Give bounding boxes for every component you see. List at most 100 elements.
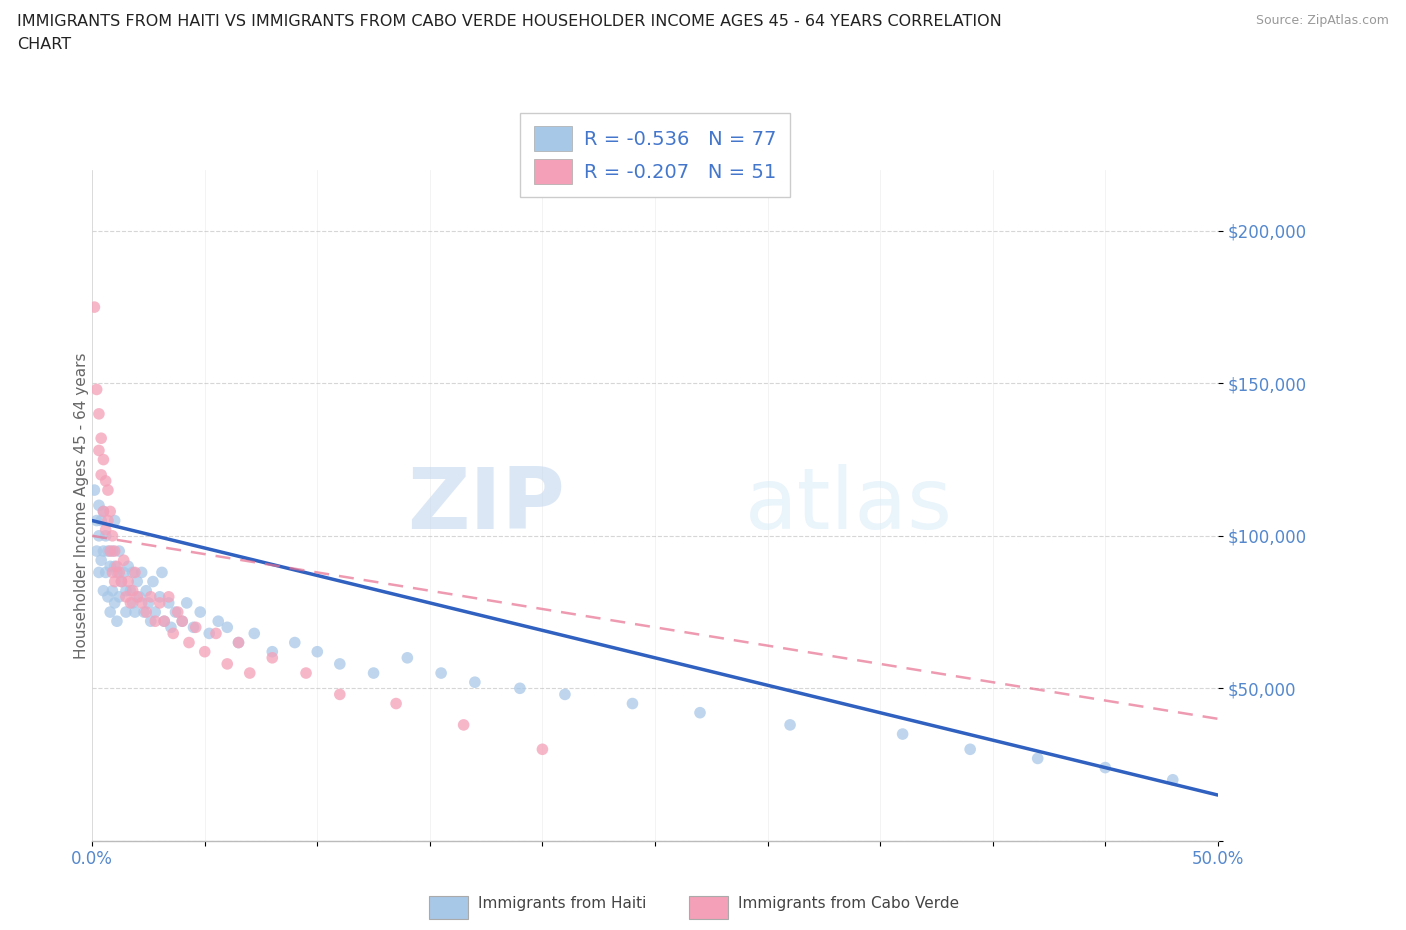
Point — [121, 595, 143, 610]
Text: atlas: atlas — [745, 464, 953, 547]
Point — [93, 452, 115, 467]
Point — [217, 620, 239, 635]
Point — [98, 559, 121, 574]
Text: Source: ZipAtlas.com: Source: ZipAtlas.com — [1256, 14, 1389, 27]
Point — [157, 590, 180, 604]
Point — [101, 544, 124, 559]
Point — [112, 552, 135, 567]
Point — [453, 717, 475, 732]
Point — [86, 382, 108, 397]
Text: Immigrants from Cabo Verde: Immigrants from Cabo Verde — [738, 897, 959, 911]
Point — [184, 620, 207, 635]
Point — [121, 583, 143, 598]
Point — [132, 604, 155, 619]
Point — [239, 666, 262, 681]
Point — [98, 544, 121, 559]
Point — [153, 614, 176, 629]
Point — [779, 717, 801, 732]
Point — [165, 604, 187, 619]
Point — [198, 626, 221, 641]
Point — [128, 590, 150, 604]
Point — [131, 565, 153, 580]
Point — [1026, 751, 1049, 766]
Point — [430, 666, 453, 681]
Point — [101, 583, 124, 598]
Point — [166, 604, 188, 619]
Point — [143, 604, 166, 619]
Point — [93, 504, 115, 519]
Text: CHART: CHART — [17, 37, 70, 52]
Point — [108, 590, 131, 604]
Point — [101, 565, 124, 580]
Point — [98, 604, 121, 619]
Point — [464, 675, 486, 690]
Point — [94, 473, 117, 488]
Point — [108, 565, 131, 580]
Point — [228, 635, 250, 650]
Point — [93, 583, 115, 598]
Point — [124, 604, 146, 619]
Point — [90, 468, 112, 483]
Text: Immigrants from Haiti: Immigrants from Haiti — [478, 897, 647, 911]
Text: ZIP: ZIP — [408, 464, 565, 547]
Point — [112, 565, 135, 580]
Point — [105, 614, 128, 629]
Point — [97, 513, 120, 528]
Point — [83, 299, 105, 314]
Point — [94, 565, 117, 580]
Point — [104, 574, 127, 589]
Point — [87, 528, 110, 543]
Point — [183, 620, 205, 635]
Point — [90, 513, 112, 528]
Point — [959, 742, 981, 757]
Point — [139, 590, 162, 604]
Point — [217, 657, 239, 671]
Point — [94, 528, 117, 543]
Point — [142, 574, 165, 589]
Point — [150, 565, 173, 580]
Point — [135, 604, 157, 619]
Point — [363, 666, 385, 681]
Point — [104, 513, 127, 528]
Point — [207, 614, 229, 629]
Point — [153, 614, 176, 629]
Point — [115, 604, 138, 619]
Point — [396, 650, 419, 665]
Point — [891, 726, 914, 741]
Point — [329, 657, 352, 671]
Point — [90, 431, 112, 445]
Point — [120, 595, 142, 610]
Point — [689, 705, 711, 720]
Legend: R = -0.536   N = 77, R = -0.207   N = 51: R = -0.536 N = 77, R = -0.207 N = 51 — [520, 113, 790, 197]
Y-axis label: Householder Income Ages 45 - 64 years: Householder Income Ages 45 - 64 years — [73, 352, 89, 658]
Point — [86, 544, 108, 559]
Point — [104, 544, 127, 559]
Point — [149, 595, 172, 610]
Point — [127, 574, 149, 589]
Point — [121, 565, 143, 580]
Point — [157, 595, 180, 610]
Point — [124, 565, 146, 580]
Point — [93, 504, 115, 519]
Point — [262, 650, 284, 665]
Point — [117, 559, 139, 574]
Point — [105, 559, 128, 574]
Point — [105, 565, 128, 580]
Point — [110, 574, 132, 589]
Point — [1161, 772, 1184, 787]
Point — [176, 595, 198, 610]
Point — [307, 644, 329, 659]
Point — [531, 742, 554, 757]
Point — [97, 483, 120, 498]
Text: IMMIGRANTS FROM HAITI VS IMMIGRANTS FROM CABO VERDE HOUSEHOLDER INCOME AGES 45 -: IMMIGRANTS FROM HAITI VS IMMIGRANTS FROM… — [17, 14, 1001, 29]
Point — [284, 635, 307, 650]
Point — [621, 697, 644, 711]
Point — [87, 498, 110, 512]
Point — [101, 528, 124, 543]
Point — [104, 559, 127, 574]
Point — [94, 523, 117, 538]
Point — [127, 590, 149, 604]
Point — [172, 614, 194, 629]
Point — [177, 635, 200, 650]
Point — [138, 595, 160, 610]
